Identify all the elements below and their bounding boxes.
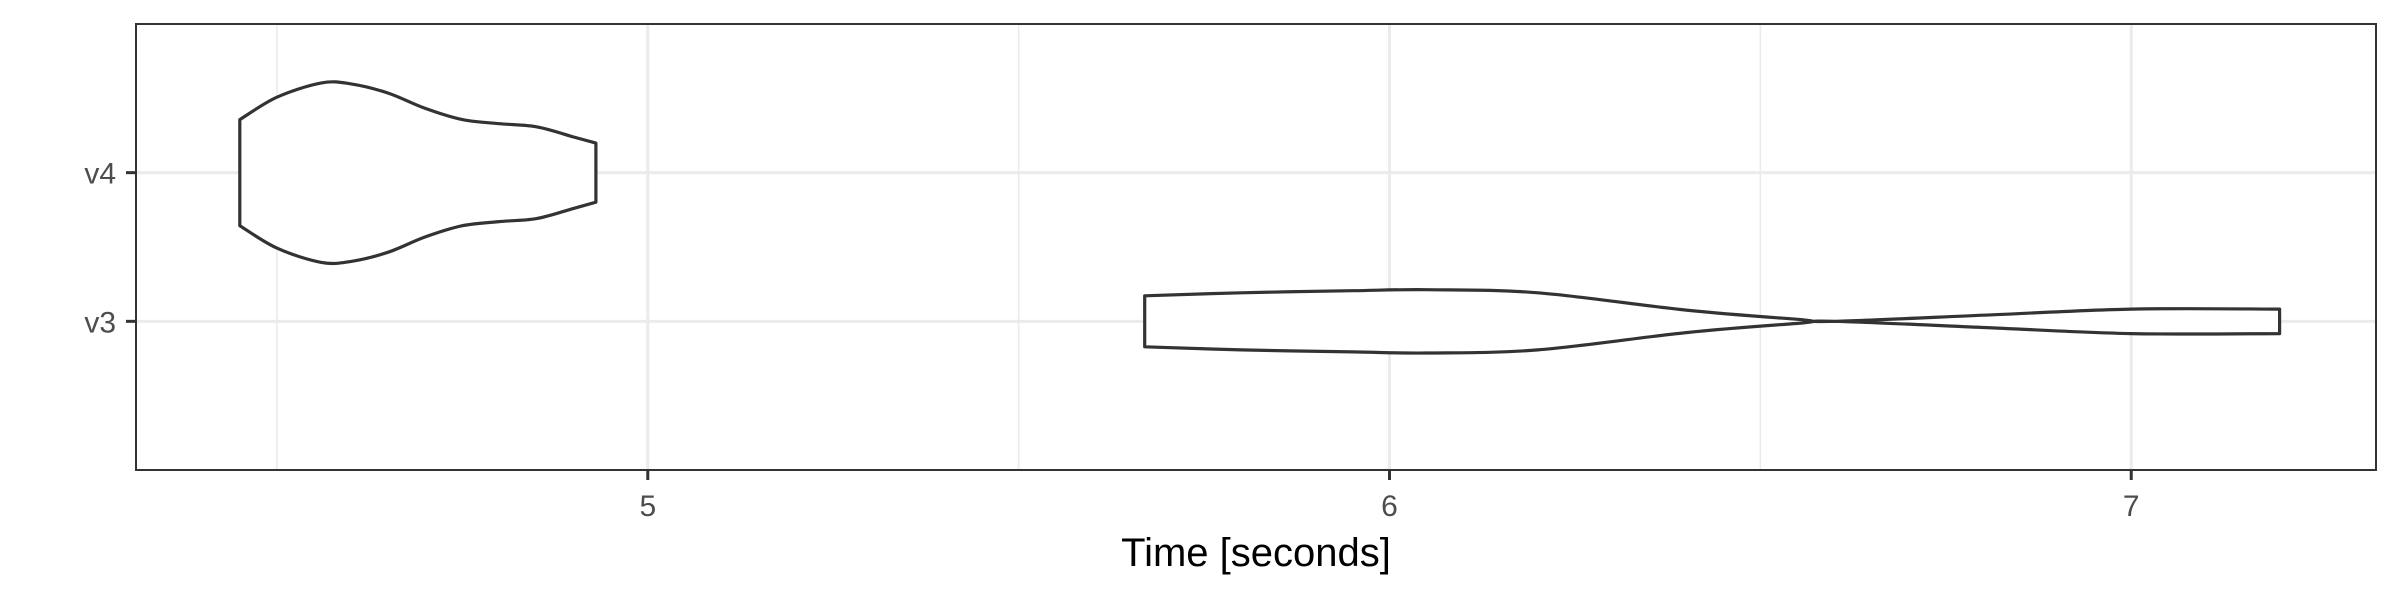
- x-axis: 5 6 7: [639, 470, 2140, 523]
- x-tick-label-6: 6: [1381, 490, 1398, 523]
- violin-v3: [1143, 288, 2282, 355]
- y-axis: v3 v4: [84, 158, 136, 339]
- y-tick-label-v3: v3: [84, 306, 116, 339]
- x-axis-title: Time [seconds]: [1121, 531, 1391, 575]
- x-tick-label-7: 7: [2123, 490, 2140, 523]
- y-tick-label-v4: v4: [84, 158, 116, 191]
- minor-gridlines: [276, 24, 1762, 470]
- violins: [238, 80, 2282, 355]
- panel-border: [135, 23, 2377, 471]
- violin-v4: [238, 80, 598, 266]
- x-tick-label-5: 5: [639, 490, 656, 523]
- major-gridlines: [136, 24, 2376, 470]
